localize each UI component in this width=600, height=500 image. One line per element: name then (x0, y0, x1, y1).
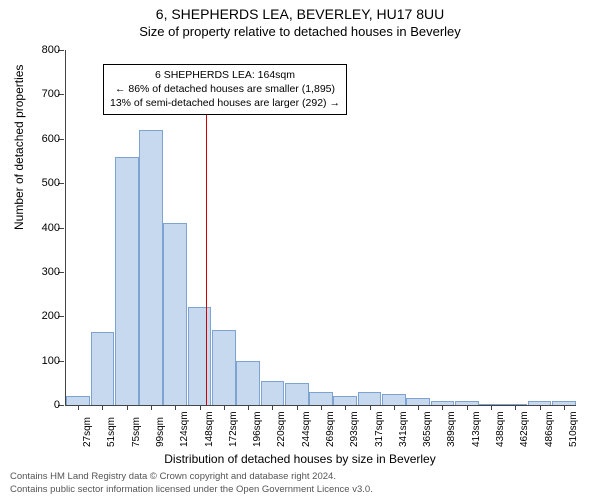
histogram-bar (261, 381, 285, 405)
x-tick-label: 124sqm (179, 411, 190, 447)
x-tick-label: 269sqm (325, 411, 336, 447)
x-tick (564, 405, 565, 410)
histogram-bar (139, 130, 163, 405)
x-tick-label: 27sqm (82, 417, 93, 447)
x-tick-label: 196sqm (252, 411, 263, 447)
x-tick (151, 405, 152, 410)
x-tick-label: 75sqm (131, 417, 142, 447)
y-tick-label: 800 (20, 44, 60, 56)
y-tick-label: 200 (20, 310, 60, 322)
page-title-line1: 6, SHEPHERDS LEA, BEVERLEY, HU17 8UU (0, 0, 600, 22)
histogram-bar (285, 383, 309, 405)
annotation-line2: ← 86% of detached houses are smaller (1,… (110, 82, 340, 96)
x-tick (370, 405, 371, 410)
histogram-bar (115, 157, 139, 406)
y-tick-label: 300 (20, 266, 60, 278)
x-tick-label: 486sqm (544, 411, 555, 447)
x-tick-label: 341sqm (398, 411, 409, 447)
histogram-bar (333, 396, 357, 405)
histogram-bar (236, 361, 260, 405)
x-tick (224, 405, 225, 410)
histogram-bar (163, 223, 187, 405)
x-tick-label: 389sqm (446, 411, 457, 447)
x-tick-label: 244sqm (301, 411, 312, 447)
x-tick (540, 405, 541, 410)
x-tick-label: 172sqm (228, 411, 239, 447)
x-tick (394, 405, 395, 410)
annotation-line1: 6 SHEPHERDS LEA: 164sqm (110, 68, 340, 82)
histogram-bar (212, 330, 236, 405)
x-tick-label: 365sqm (422, 411, 433, 447)
footer: Contains HM Land Registry data © Crown c… (10, 471, 590, 496)
x-tick (248, 405, 249, 410)
footer-line1: Contains HM Land Registry data © Crown c… (10, 471, 590, 483)
x-tick (127, 405, 128, 410)
x-tick-label: 99sqm (155, 417, 166, 447)
annotation-box: 6 SHEPHERDS LEA: 164sqm ← 86% of detache… (103, 64, 347, 115)
x-tick-label: 413sqm (471, 411, 482, 447)
histogram-bar (382, 394, 406, 405)
y-tick-label: 100 (20, 355, 60, 367)
x-tick (78, 405, 79, 410)
x-tick-label: 317sqm (374, 411, 385, 447)
x-tick (418, 405, 419, 410)
x-tick (515, 405, 516, 410)
x-tick-label: 438sqm (495, 411, 506, 447)
y-tick-label: 400 (20, 222, 60, 234)
histogram-bar (358, 392, 382, 405)
x-tick-label: 220sqm (276, 411, 287, 447)
x-tick (272, 405, 273, 410)
x-tick (442, 405, 443, 410)
page-title-line2: Size of property relative to detached ho… (0, 24, 600, 39)
y-tick-label: 600 (20, 133, 60, 145)
x-tick (297, 405, 298, 410)
x-tick (175, 405, 176, 410)
histogram-bar (309, 392, 333, 405)
histogram-bar (188, 307, 212, 405)
marker-line (206, 103, 207, 405)
x-tick (102, 405, 103, 410)
annotation-line3: 13% of semi-detached houses are larger (… (110, 96, 340, 110)
x-tick (467, 405, 468, 410)
x-tick-label: 293sqm (349, 411, 360, 447)
x-tick-label: 148sqm (204, 411, 215, 447)
histogram-bar (91, 332, 115, 405)
x-tick (345, 405, 346, 410)
chart-area: 010020030040050060070080027sqm51sqm75sqm… (65, 50, 575, 405)
x-tick-label: 510sqm (568, 411, 579, 447)
footer-line2: Contains public sector information licen… (10, 484, 590, 496)
histogram-bar (406, 398, 430, 405)
chart-container: 6, SHEPHERDS LEA, BEVERLEY, HU17 8UU Siz… (0, 0, 600, 500)
y-tick-label: 500 (20, 177, 60, 189)
x-tick (491, 405, 492, 410)
histogram-bar (66, 396, 90, 405)
x-tick (200, 405, 201, 410)
x-tick-label: 51sqm (106, 417, 117, 447)
x-tick (321, 405, 322, 410)
y-tick-label: 0 (20, 399, 60, 411)
x-axis-label: Distribution of detached houses by size … (0, 452, 600, 466)
y-tick-label: 700 (20, 88, 60, 100)
x-tick-label: 462sqm (519, 411, 530, 447)
